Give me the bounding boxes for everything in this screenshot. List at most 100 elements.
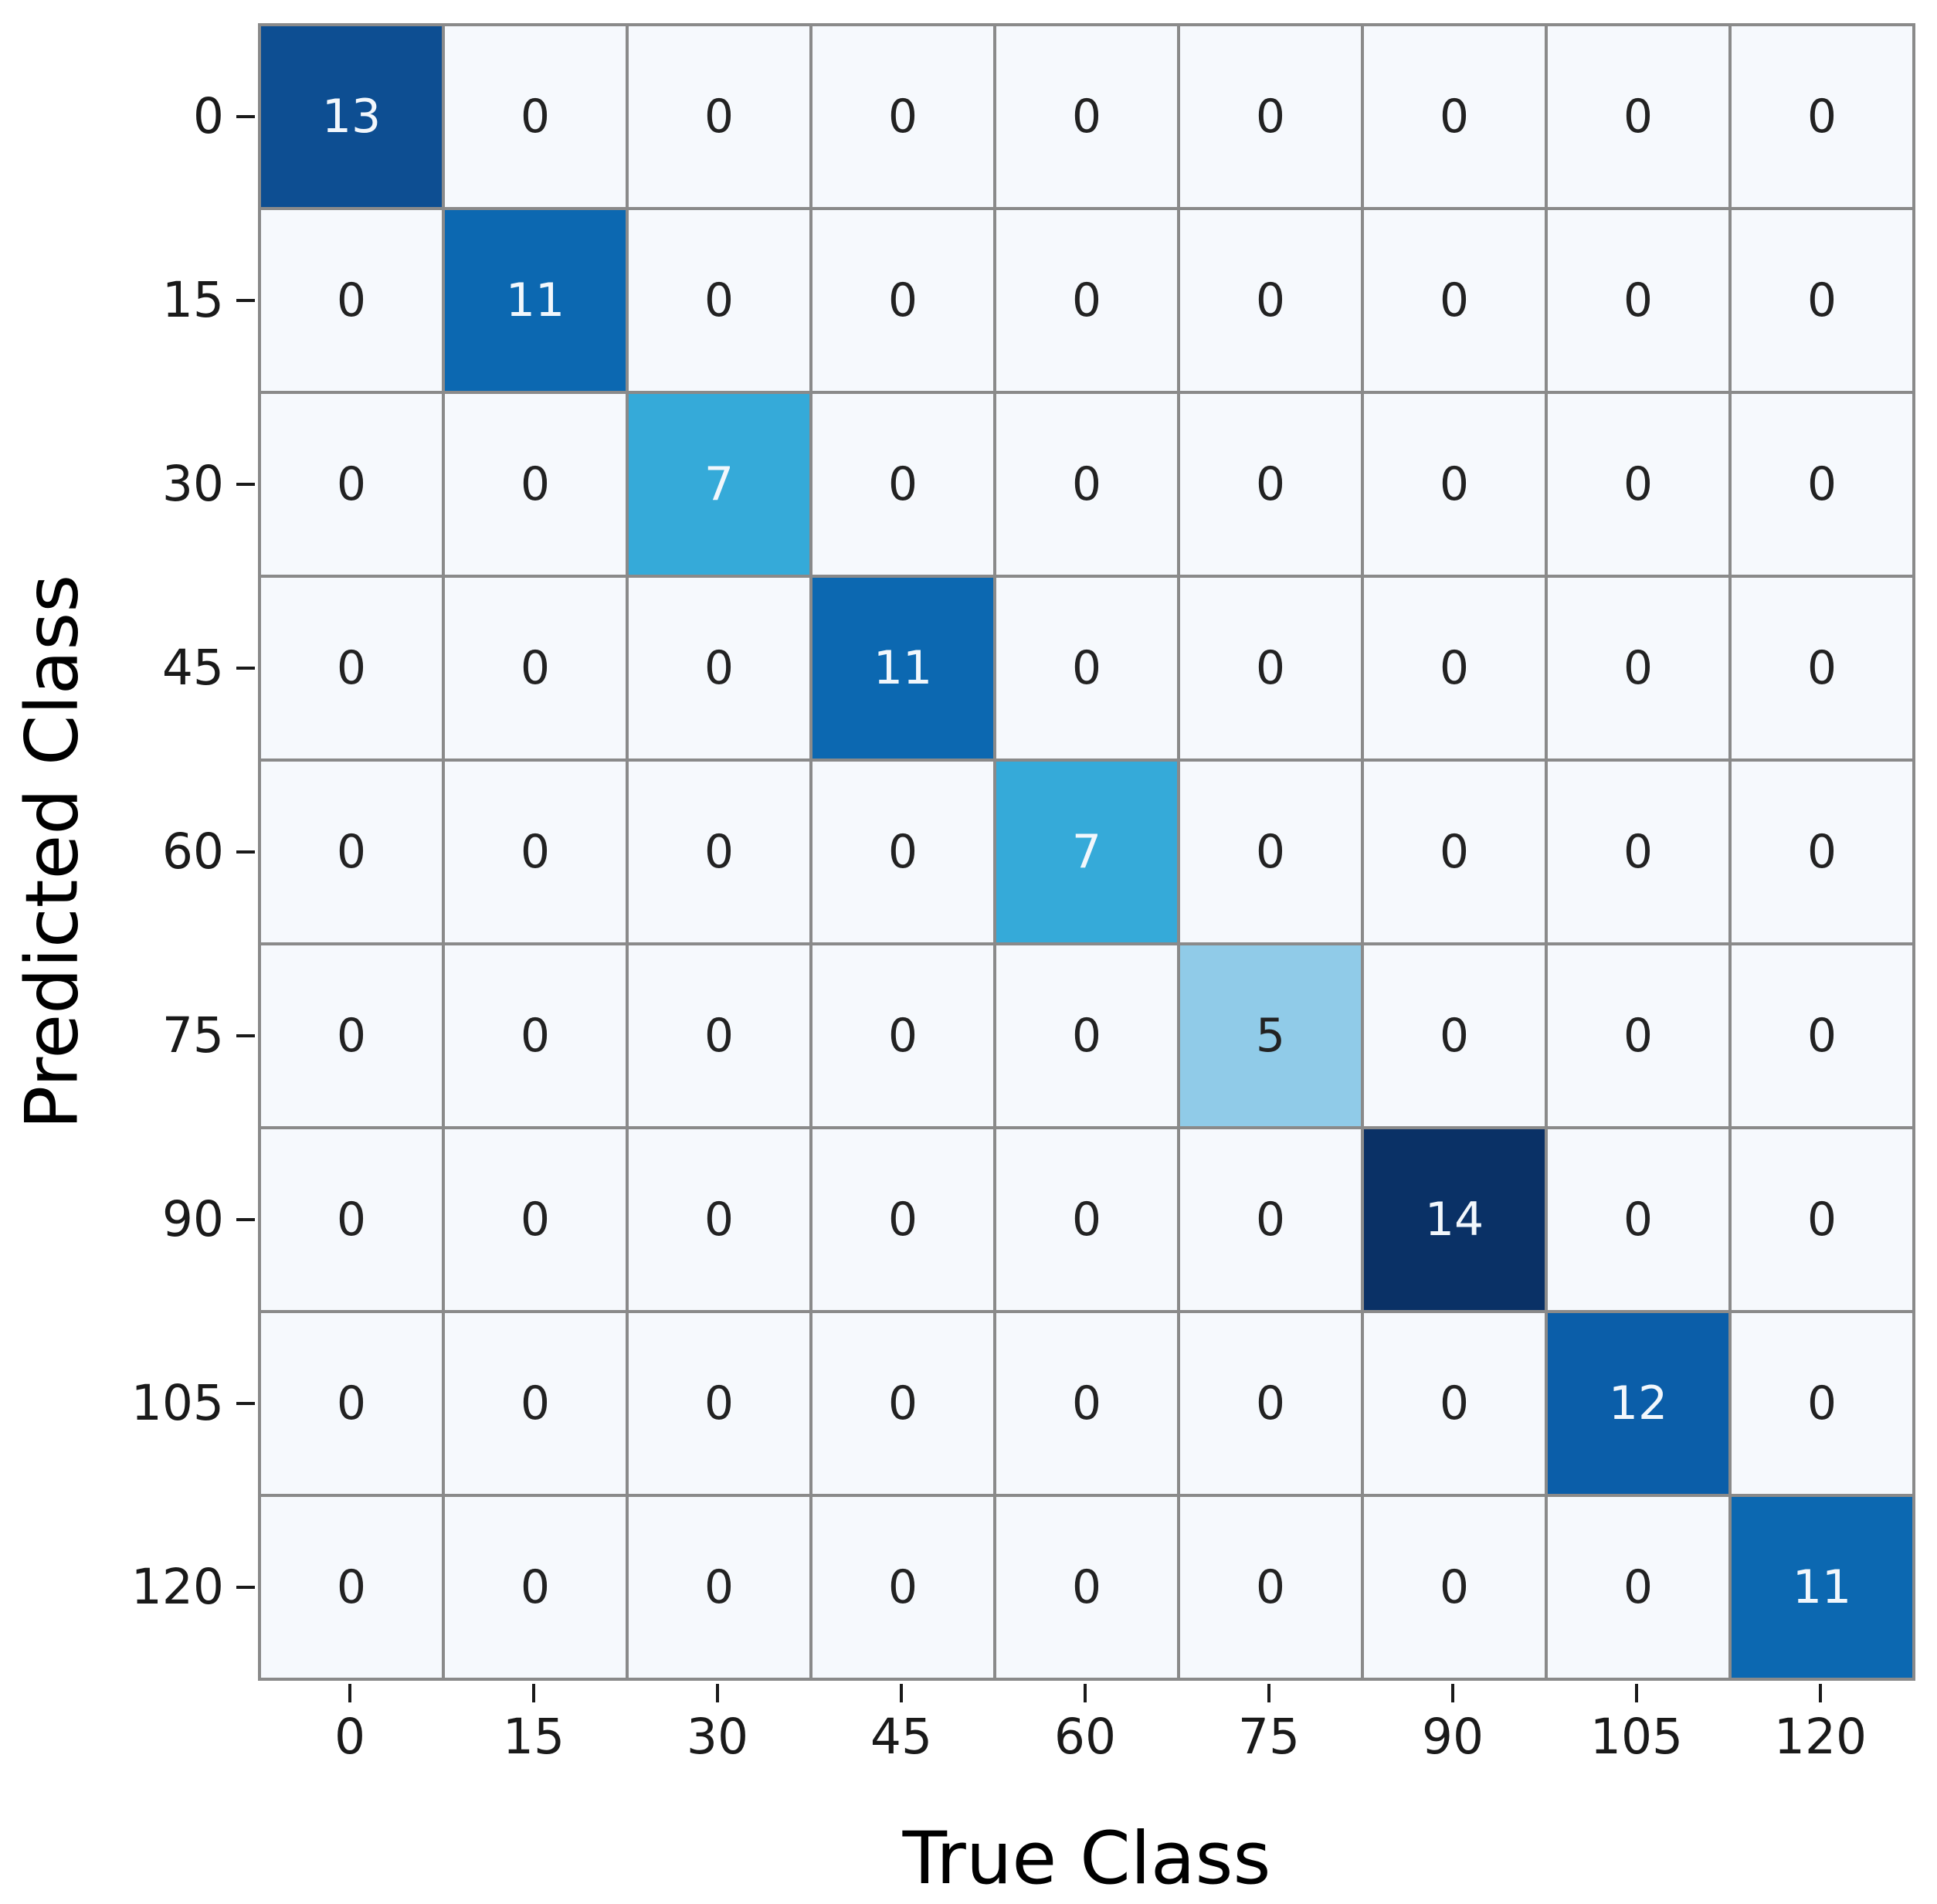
matrix-cell: 12	[1548, 1313, 1728, 1494]
matrix-cell: 14	[1364, 1129, 1545, 1310]
matrix-cell: 0	[445, 945, 626, 1126]
matrix-cell: 0	[996, 945, 1177, 1126]
matrix-cell: 0	[445, 26, 626, 207]
y-tick-label: 120	[131, 1559, 224, 1615]
matrix-cell: 0	[996, 26, 1177, 207]
matrix-cell: 0	[629, 1313, 809, 1494]
y-tick-label: 0	[192, 88, 224, 144]
matrix-cell: 0	[261, 1313, 442, 1494]
matrix-cell: 0	[1732, 26, 1912, 207]
heatmap-grid: 13 0 0 0 0 0 0 0 0 0 11 0 0 0 0 0 0 0 0 0 7 0 0 0 0 0 0 0 0 0 11 0 0 0 0 0 0…	[258, 23, 1915, 1681]
x-tick-label: 15	[502, 1709, 565, 1765]
matrix-cell: 0	[1548, 26, 1728, 207]
matrix-cell: 0	[629, 945, 809, 1126]
matrix-cell: 0	[996, 1129, 1177, 1310]
matrix-cell: 0	[996, 210, 1177, 391]
matrix-cell: 0	[261, 1497, 442, 1678]
matrix-cell: 0	[812, 26, 993, 207]
x-tick-label: 45	[870, 1709, 933, 1765]
matrix-cell: 0	[629, 26, 809, 207]
y-tick-mark	[236, 1586, 255, 1589]
matrix-cell: 0	[261, 1129, 442, 1310]
matrix-cell: 0	[1548, 210, 1728, 391]
matrix-cell: 0	[812, 210, 993, 391]
matrix-cell: 0	[629, 762, 809, 942]
matrix-cell: 0	[1364, 394, 1545, 575]
y-tick-label: 90	[161, 1191, 224, 1247]
x-tick-label: 120	[1773, 1709, 1867, 1765]
matrix-cell: 0	[996, 394, 1177, 575]
matrix-cell: 0	[445, 762, 626, 942]
x-tick-mark	[1084, 1684, 1087, 1702]
matrix-cell: 0	[445, 1129, 626, 1310]
y-tick-label: 105	[131, 1375, 224, 1431]
matrix-cell: 0	[445, 1313, 626, 1494]
matrix-cell: 0	[261, 762, 442, 942]
matrix-cell: 0	[1732, 1129, 1912, 1310]
matrix-cell: 11	[812, 578, 993, 759]
matrix-cell: 0	[1548, 945, 1728, 1126]
x-tick-mark	[716, 1684, 719, 1702]
matrix-cell: 13	[261, 26, 442, 207]
matrix-cell: 0	[261, 578, 442, 759]
matrix-cell: 0	[1364, 578, 1545, 759]
x-tick-label: 60	[1053, 1709, 1117, 1765]
matrix-cell: 7	[629, 394, 809, 575]
matrix-cell: 0	[1548, 762, 1728, 942]
matrix-cell: 0	[812, 945, 993, 1126]
x-axis-title: True Class	[902, 1817, 1271, 1901]
matrix-cell: 0	[1732, 210, 1912, 391]
matrix-cell: 0	[1732, 394, 1912, 575]
matrix-cell: 0	[1732, 945, 1912, 1126]
x-tick-label: 75	[1237, 1709, 1301, 1765]
matrix-cell: 5	[1180, 945, 1361, 1126]
matrix-cell: 0	[629, 578, 809, 759]
matrix-cell: 7	[996, 762, 1177, 942]
matrix-cell: 0	[1180, 1129, 1361, 1310]
matrix-cell: 0	[1180, 1313, 1361, 1494]
x-tick-mark	[1267, 1684, 1270, 1702]
x-tick-label: 30	[686, 1709, 749, 1765]
x-tick-label: 0	[334, 1709, 366, 1765]
matrix-cell: 0	[812, 394, 993, 575]
x-tick-mark	[1451, 1684, 1454, 1702]
x-tick-label: 105	[1589, 1709, 1684, 1765]
x-tick-mark	[532, 1684, 535, 1702]
matrix-cell: 0	[629, 1129, 809, 1310]
y-tick-mark	[236, 1402, 255, 1405]
matrix-cell: 0	[1180, 1497, 1361, 1678]
x-tick-mark	[900, 1684, 903, 1702]
matrix-cell: 0	[1548, 578, 1728, 759]
y-tick-mark	[236, 299, 255, 302]
matrix-cell: 0	[812, 1497, 993, 1678]
matrix-cell: 0	[812, 1129, 993, 1310]
matrix-cell: 0	[996, 1313, 1177, 1494]
matrix-cell: 0	[629, 210, 809, 391]
y-tick-label: 15	[161, 272, 224, 328]
y-tick-mark	[236, 483, 255, 486]
matrix-cell: 0	[1364, 1497, 1545, 1678]
y-tick-mark	[236, 1034, 255, 1037]
y-tick-mark	[236, 115, 255, 118]
matrix-cell: 11	[445, 210, 626, 391]
x-tick-mark	[348, 1684, 351, 1702]
matrix-cell: 0	[445, 394, 626, 575]
x-tick-label: 90	[1421, 1709, 1484, 1765]
matrix-cell: 0	[1180, 26, 1361, 207]
matrix-cell: 0	[1732, 1313, 1912, 1494]
matrix-cell: 0	[1364, 1313, 1545, 1494]
matrix-cell: 0	[1732, 578, 1912, 759]
matrix-cell: 0	[261, 945, 442, 1126]
matrix-cell: 0	[1548, 1497, 1728, 1678]
y-tick-mark	[236, 667, 255, 670]
y-tick-label: 75	[161, 1007, 224, 1064]
matrix-cell: 0	[445, 578, 626, 759]
y-tick-mark	[236, 850, 255, 854]
y-tick-label: 45	[161, 640, 224, 696]
matrix-cell: 0	[1180, 578, 1361, 759]
matrix-cell: 0	[1364, 945, 1545, 1126]
matrix-cell: 0	[1180, 762, 1361, 942]
matrix-cell: 0	[1364, 762, 1545, 942]
x-tick-mark	[1819, 1684, 1822, 1702]
